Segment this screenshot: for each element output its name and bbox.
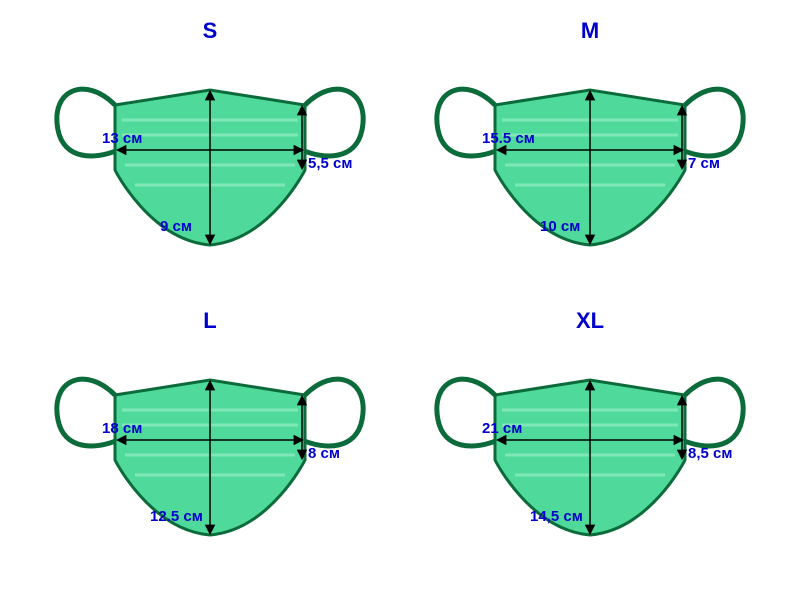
- mask-diagram: 13 см 5,5 см 9 см: [40, 50, 380, 270]
- height-label: 7 см: [688, 155, 720, 172]
- mask-diagram: 18 см 8 см 12.5 см: [40, 340, 380, 560]
- mask-cell-xl: XL 21 см 8,5 см 14,5: [400, 300, 780, 590]
- bottom-label: 14,5 см: [530, 508, 583, 525]
- width-label: 21 см: [482, 420, 522, 437]
- mask-cell-s: S: [20, 10, 400, 300]
- bottom-label: 10 см: [540, 218, 580, 235]
- bottom-label: 12.5 см: [150, 508, 203, 525]
- size-title: XL: [576, 308, 604, 334]
- width-label: 13 см: [102, 130, 142, 147]
- size-title: S: [203, 18, 218, 44]
- bottom-label: 9 см: [160, 218, 192, 235]
- mask-diagram: 21 см 8,5 см 14,5 см: [420, 340, 760, 560]
- height-label: 5,5 см: [308, 155, 352, 172]
- width-label: 18 см: [102, 420, 142, 437]
- height-label: 8,5 см: [688, 445, 732, 462]
- size-title: L: [203, 308, 216, 334]
- mask-cell-m: M 15.5 см 7 см 10 см: [400, 10, 780, 300]
- mask-diagram: 15.5 см 7 см 10 см: [420, 50, 760, 270]
- mask-size-grid: S: [0, 0, 800, 600]
- width-label: 15.5 см: [482, 130, 535, 147]
- size-title: M: [581, 18, 599, 44]
- height-label: 8 см: [308, 445, 340, 462]
- mask-cell-l: L 18 см 8 см 12.5 см: [20, 300, 400, 590]
